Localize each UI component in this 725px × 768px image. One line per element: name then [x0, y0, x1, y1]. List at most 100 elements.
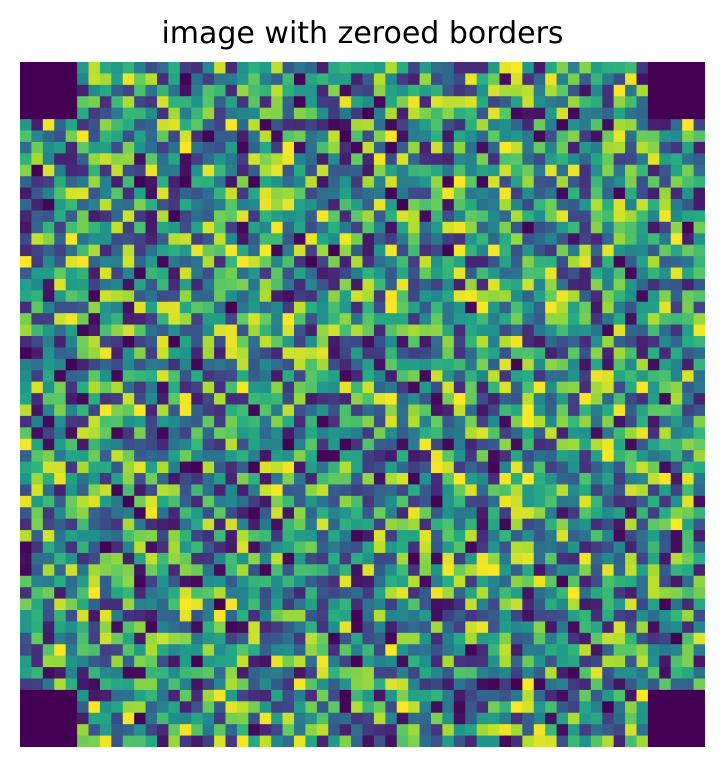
heatmap-cell	[659, 130, 672, 143]
heatmap-cell	[54, 336, 67, 349]
heatmap-cell	[236, 678, 249, 691]
heatmap-cell	[510, 301, 523, 314]
heatmap-cell	[396, 84, 409, 97]
heatmap-cell	[522, 358, 535, 371]
heatmap-cell	[168, 495, 181, 508]
heatmap-cell	[568, 575, 581, 588]
heatmap-cell	[328, 678, 341, 691]
heatmap-cell	[431, 415, 444, 428]
heatmap-cell	[339, 244, 352, 257]
heatmap-cell	[453, 724, 466, 737]
heatmap-cell	[305, 141, 318, 154]
heatmap-cell	[134, 301, 147, 314]
heatmap-cell	[168, 667, 181, 680]
heatmap-cell	[339, 689, 352, 702]
heatmap-cell	[248, 233, 261, 246]
heatmap-cell	[488, 153, 501, 166]
heatmap-cell	[122, 278, 135, 291]
heatmap-cell	[328, 461, 341, 474]
heatmap-cell	[77, 507, 90, 520]
heatmap-cell	[20, 610, 33, 623]
heatmap-cell	[590, 415, 603, 428]
heatmap-cell	[670, 438, 683, 451]
heatmap-cell	[625, 381, 638, 394]
heatmap-cell	[328, 484, 341, 497]
heatmap-cell	[20, 141, 33, 154]
heatmap-cell	[248, 541, 261, 554]
heatmap-cell	[236, 712, 249, 725]
heatmap-cell	[111, 473, 124, 486]
heatmap-cell	[670, 73, 683, 86]
heatmap-cell	[271, 221, 284, 234]
heatmap-cell	[202, 256, 215, 269]
heatmap-cell	[214, 267, 227, 280]
heatmap-cell	[613, 347, 626, 360]
heatmap-cell	[339, 84, 352, 97]
heatmap-cell	[431, 530, 444, 543]
heatmap-cell	[647, 199, 660, 212]
heatmap-cell	[202, 598, 215, 611]
heatmap-cell	[316, 84, 329, 97]
heatmap-cell	[168, 141, 181, 154]
heatmap-cell	[488, 541, 501, 554]
heatmap-cell	[88, 256, 101, 269]
heatmap-cell	[225, 256, 238, 269]
heatmap-cell	[54, 712, 67, 725]
heatmap-cell	[408, 244, 421, 257]
heatmap-cell	[419, 678, 432, 691]
heatmap-cell	[442, 632, 455, 645]
heatmap-cell	[65, 701, 78, 714]
heatmap-cell	[134, 621, 147, 634]
heatmap-cell	[556, 587, 569, 600]
heatmap-cell	[54, 701, 67, 714]
heatmap-cell	[339, 484, 352, 497]
heatmap-cell	[385, 450, 398, 463]
heatmap-cell	[693, 62, 705, 75]
heatmap-cell	[659, 712, 672, 725]
heatmap-cell	[31, 256, 44, 269]
heatmap-cell	[373, 278, 386, 291]
heatmap-cell	[625, 518, 638, 531]
heatmap-cell	[499, 598, 512, 611]
heatmap-cell	[134, 210, 147, 223]
heatmap-cell	[305, 735, 318, 747]
heatmap-cell	[362, 701, 375, 714]
heatmap-cell	[77, 336, 90, 349]
heatmap-cell	[488, 210, 501, 223]
heatmap-cell	[305, 84, 318, 97]
heatmap-cell	[248, 358, 261, 371]
heatmap-cell	[373, 518, 386, 531]
heatmap-cell	[351, 347, 364, 360]
heatmap-cell	[351, 587, 364, 600]
heatmap-cell	[488, 62, 501, 75]
heatmap-cell	[373, 301, 386, 314]
heatmap-cell	[168, 598, 181, 611]
heatmap-cell	[111, 552, 124, 565]
heatmap-cell	[179, 735, 192, 747]
heatmap-cell	[202, 347, 215, 360]
heatmap-cell	[590, 336, 603, 349]
heatmap-cell	[88, 141, 101, 154]
heatmap-cell	[579, 84, 592, 97]
heatmap-cell	[465, 233, 478, 246]
heatmap-cell	[236, 655, 249, 668]
heatmap-cell	[670, 621, 683, 634]
heatmap-cell	[510, 62, 523, 75]
heatmap-cell	[545, 427, 558, 440]
heatmap-cell	[579, 324, 592, 337]
heatmap-cell	[305, 347, 318, 360]
heatmap-cell	[625, 564, 638, 577]
heatmap-cell	[202, 438, 215, 451]
heatmap-cell	[294, 267, 307, 280]
heatmap-cell	[271, 724, 284, 737]
heatmap-cell	[396, 712, 409, 725]
heatmap-cell	[568, 381, 581, 394]
heatmap-cell	[328, 221, 341, 234]
heatmap-cell	[294, 461, 307, 474]
heatmap-cell	[613, 221, 626, 234]
heatmap-cell	[385, 301, 398, 314]
heatmap-cell	[31, 587, 44, 600]
heatmap-cell	[248, 461, 261, 474]
heatmap-cell	[316, 610, 329, 623]
heatmap-cell	[682, 267, 695, 280]
